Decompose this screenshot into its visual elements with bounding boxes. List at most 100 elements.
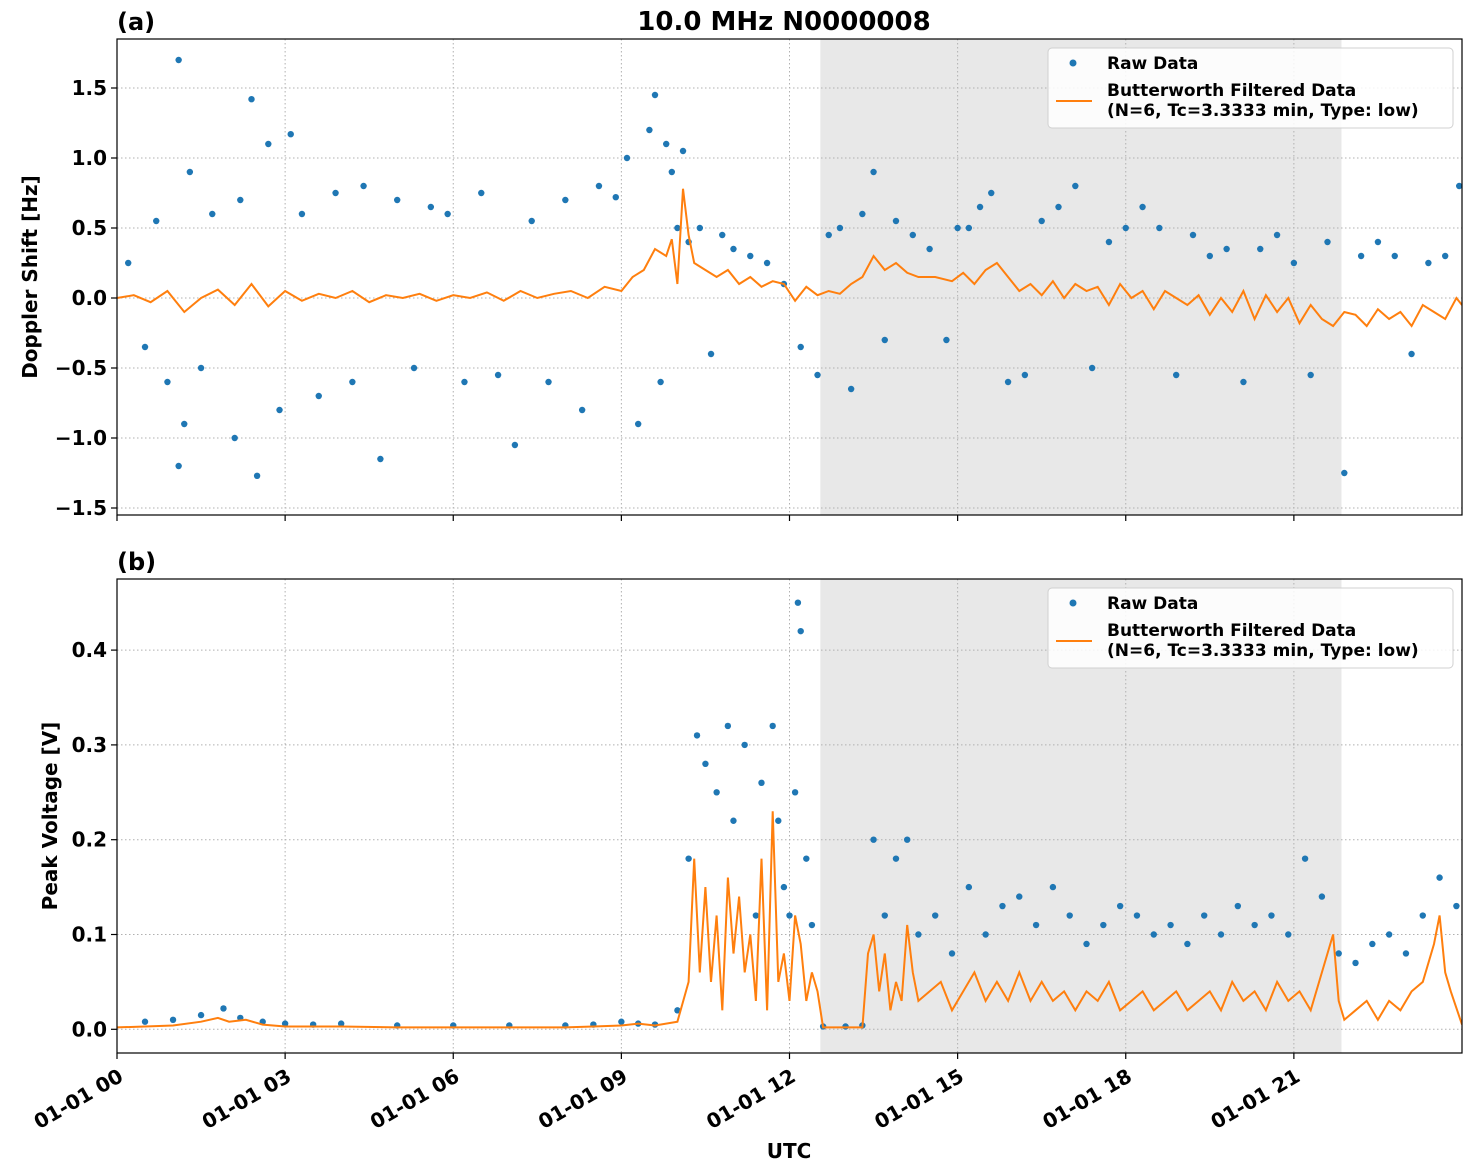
raw-data-point	[719, 231, 726, 239]
raw-data-point	[1038, 217, 1045, 225]
legend-filtered-params: (N=6, Tc=3.3333 min, Type: low)	[1107, 101, 1419, 121]
filtered-data-line	[117, 188, 1462, 328]
raw-data-point	[657, 378, 664, 386]
legend-box	[1047, 47, 1454, 129]
raw-data-point	[1032, 921, 1040, 929]
raw-data-point	[932, 912, 939, 919]
raw-data-point	[612, 194, 619, 201]
raw-data-point	[494, 371, 502, 379]
legend-raw-label: Raw Data	[1107, 54, 1198, 74]
raw-data-point	[1341, 469, 1348, 477]
figure-title: 10.0 MHz N0000008	[637, 7, 930, 37]
raw-data-point	[1049, 883, 1057, 891]
raw-data-point	[478, 189, 485, 197]
raw-data-point	[954, 224, 961, 232]
raw-data-point	[1453, 902, 1460, 910]
raw-data-point	[1324, 238, 1331, 246]
legend: Raw Data Butterworth Filtered Data(N=6, T…	[1047, 47, 1454, 129]
legend-raw-label: Raw Data	[1107, 594, 1198, 614]
raw-data-series	[125, 56, 1462, 479]
raw-data-point	[1318, 893, 1326, 900]
raw-data-point	[1408, 350, 1415, 358]
raw-data-point	[1072, 182, 1079, 190]
raw-data-point	[276, 406, 283, 414]
raw-data-point	[1436, 874, 1443, 881]
raw-data-point	[814, 371, 821, 379]
raw-data-point	[976, 203, 984, 211]
raw-data-point	[747, 252, 754, 260]
raw-data-point	[763, 259, 771, 267]
raw-data-point	[623, 154, 631, 162]
raw-data-point	[1455, 182, 1462, 190]
raw-data-point	[265, 140, 272, 148]
y-tick-label: −1.5	[55, 496, 107, 520]
raw-data-point	[847, 385, 855, 393]
raw-data-point	[1307, 371, 1314, 379]
legend-filtered-label: Butterworth Filtered Data	[1107, 621, 1356, 641]
raw-data-point	[1004, 378, 1012, 386]
y-tick-label: −0.5	[55, 356, 107, 380]
y-axis-label: Peak Voltage [V]	[38, 722, 62, 911]
raw-data-point	[1335, 950, 1342, 957]
panel-label: (b)	[117, 548, 156, 576]
raw-data-point	[1234, 902, 1242, 910]
raw-data-point	[999, 902, 1006, 910]
panel-label: (a)	[117, 8, 155, 36]
raw-data-point	[646, 126, 653, 134]
x-tick-label: 01-01 06	[366, 1064, 464, 1134]
raw-data-point	[394, 196, 401, 204]
raw-data-point	[730, 245, 737, 253]
raw-data-point	[808, 921, 816, 929]
raw-data-point	[988, 189, 995, 197]
y-tick-label: 0.5	[72, 216, 107, 240]
raw-data-point	[674, 224, 681, 232]
raw-data-point	[231, 434, 238, 442]
raw-data-point	[1273, 231, 1281, 239]
raw-data-point	[595, 182, 603, 190]
raw-data-point	[1441, 252, 1449, 260]
raw-data-point	[528, 217, 535, 225]
raw-data-point	[870, 168, 877, 176]
raw-data-point	[281, 1020, 289, 1027]
raw-data-point	[1105, 238, 1113, 246]
raw-data-point	[141, 343, 149, 351]
raw-data-point	[881, 912, 888, 919]
y-tick-label: −1.0	[55, 426, 107, 450]
raw-data-point	[1223, 245, 1230, 253]
y-tick-label: 0.2	[72, 828, 107, 852]
raw-data-point	[859, 210, 866, 218]
raw-data-point	[1055, 203, 1062, 211]
raw-data-point	[427, 203, 435, 211]
raw-data-point	[892, 217, 900, 225]
raw-data-point	[461, 378, 468, 386]
raw-data-point	[825, 231, 832, 239]
raw-data-point	[237, 196, 244, 204]
raw-data-point	[1217, 931, 1225, 938]
raw-data-point	[693, 732, 701, 739]
raw-data-point	[1133, 912, 1141, 919]
raw-data-point	[752, 912, 760, 919]
y-axis-label: Doppler Shift [Hz]	[18, 175, 42, 379]
raw-data-point	[696, 224, 704, 232]
y-tick-label: 1.5	[72, 76, 107, 100]
y-tick-label: 0.3	[72, 733, 107, 757]
raw-data-point	[870, 836, 877, 843]
raw-data-point	[668, 168, 676, 176]
raw-data-point	[775, 817, 782, 824]
raw-data-point	[141, 1018, 149, 1025]
raw-data-point	[663, 140, 670, 148]
raw-data-point	[562, 196, 569, 204]
raw-data-point	[1285, 931, 1292, 938]
raw-data-point	[797, 343, 804, 351]
raw-data-point	[803, 855, 810, 862]
x-tick-label: 01-01 09	[534, 1064, 632, 1134]
raw-data-point	[618, 1018, 625, 1025]
raw-data-point	[1167, 921, 1174, 929]
y-tick-label: 0.0	[72, 286, 107, 310]
raw-data-point	[175, 462, 182, 470]
raw-data-point	[741, 741, 748, 749]
legend-raw-marker	[1069, 59, 1077, 67]
raw-data-point	[1116, 902, 1124, 910]
raw-data-point	[1369, 940, 1376, 948]
